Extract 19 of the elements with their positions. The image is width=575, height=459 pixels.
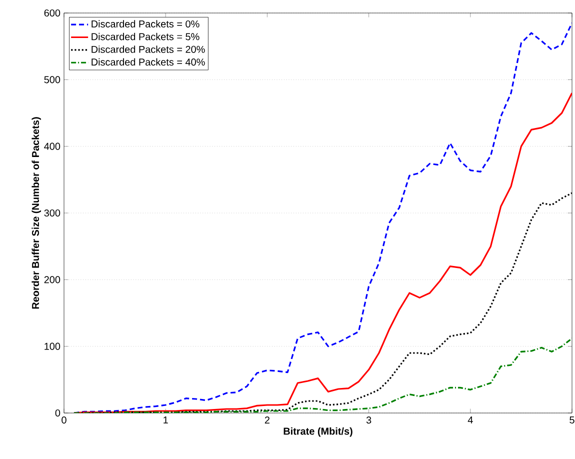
y-tick-label: 300 bbox=[44, 209, 60, 217]
x-tick-label: 3 bbox=[366, 416, 372, 424]
x-tick-label: 2 bbox=[264, 416, 270, 424]
y-axis-title: Reorder Buffer Size (Number of Packets) bbox=[32, 117, 41, 309]
legend-label: Discarded Packets = 40% bbox=[92, 58, 205, 66]
x-axis-title: Bitrate (Mbit/s) bbox=[284, 427, 352, 437]
y-tick-label: 600 bbox=[44, 9, 60, 17]
x-tick-label: 0 bbox=[62, 416, 66, 424]
y-tick-label: 0 bbox=[55, 409, 60, 417]
y-tick-label: 100 bbox=[44, 342, 60, 350]
legend-label: Discarded Packets = 20% bbox=[92, 46, 205, 53]
legend-label: Discarded Packets = 5% bbox=[92, 32, 200, 40]
x-tick-label: 1 bbox=[164, 416, 168, 424]
legend-label: Discarded Packets = 0% bbox=[92, 20, 200, 28]
y-tick-label: 200 bbox=[44, 276, 60, 284]
x-tick-label: 5 bbox=[570, 416, 574, 424]
y-tick-label: 400 bbox=[44, 142, 60, 150]
y-tick-label: 500 bbox=[44, 76, 60, 84]
x-tick-label: 4 bbox=[468, 416, 473, 424]
